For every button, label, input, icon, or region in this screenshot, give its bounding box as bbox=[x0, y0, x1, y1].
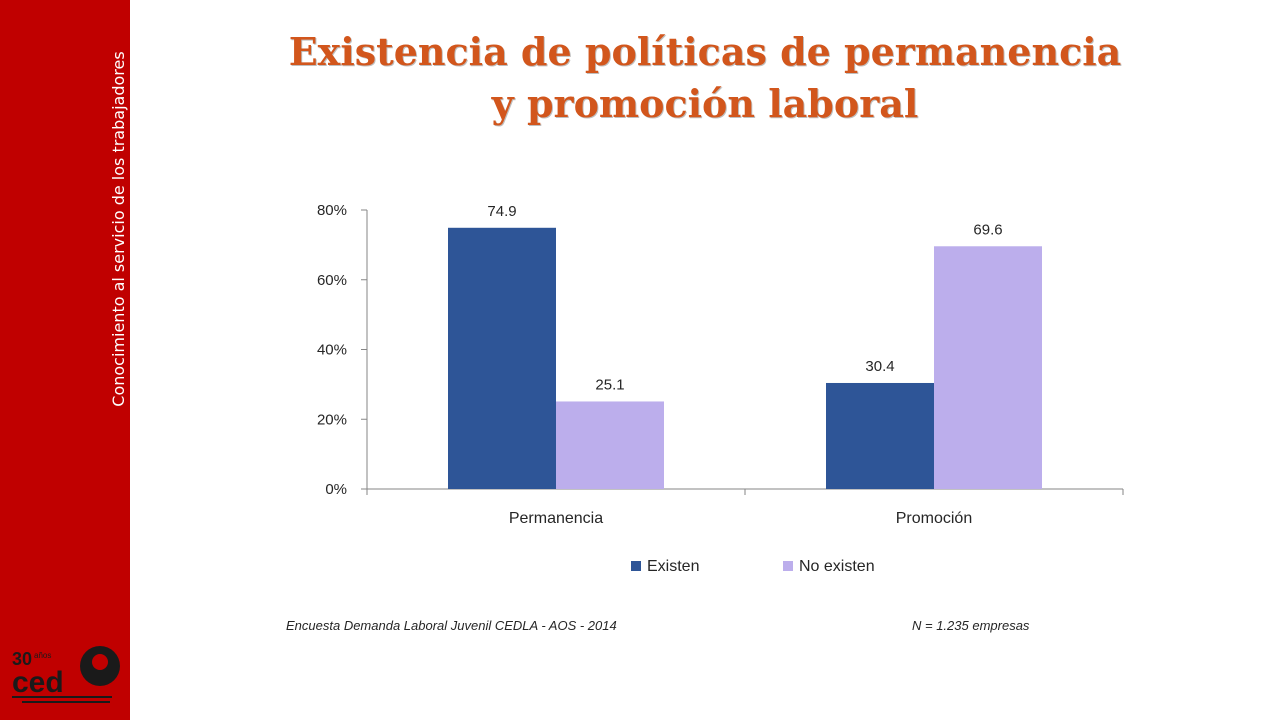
svg-text:30: 30 bbox=[12, 649, 32, 669]
legend-label: No existen bbox=[799, 558, 875, 575]
svg-text:ced: ced bbox=[12, 666, 64, 699]
page-title: Existencia de políticas de permanencia y… bbox=[180, 26, 1230, 130]
bar-chart: 0% 20% 40% 60% 80% 74.9 25.1 Permanencia 30.4 69.… bbox=[317, 202, 1124, 575]
svg-text:años: años bbox=[34, 651, 51, 660]
data-label: 25.1 bbox=[595, 376, 624, 393]
y-tick-label: 40% bbox=[317, 342, 347, 359]
cedla-logo: 30 años ced bbox=[12, 646, 120, 703]
y-tick-label: 80% bbox=[317, 202, 347, 219]
data-label: 69.6 bbox=[973, 221, 1002, 238]
y-tick-label: 60% bbox=[317, 272, 347, 289]
source-note: Encuesta Demanda Laboral Juvenil CEDLA -… bbox=[286, 618, 617, 633]
data-label: 74.9 bbox=[487, 203, 516, 220]
sidebar: Conocimiento al servicio de los trabajad… bbox=[0, 0, 130, 720]
bar-existen bbox=[448, 227, 556, 489]
sample-size-note: N = 1.235 empresas bbox=[912, 618, 1030, 633]
legend-swatch bbox=[783, 561, 793, 571]
data-label: 30.4 bbox=[865, 358, 894, 375]
bar-existen bbox=[826, 382, 934, 489]
bar-no-existen bbox=[934, 246, 1042, 489]
x-category-label: Permanencia bbox=[509, 510, 603, 527]
bar-no-existen bbox=[556, 401, 664, 489]
sidebar-slogan: Conocimiento al servicio de los trabajad… bbox=[109, 51, 128, 407]
y-tick-label: 0% bbox=[325, 481, 347, 498]
title-line-2: y promoción laboral bbox=[491, 81, 919, 126]
legend-swatch bbox=[631, 561, 641, 571]
title-line-1: Existencia de políticas de permanencia bbox=[288, 29, 1122, 74]
legend-label: Existen bbox=[647, 558, 699, 575]
x-category-label: Promoción bbox=[896, 510, 972, 527]
y-tick-label: 20% bbox=[317, 411, 347, 428]
